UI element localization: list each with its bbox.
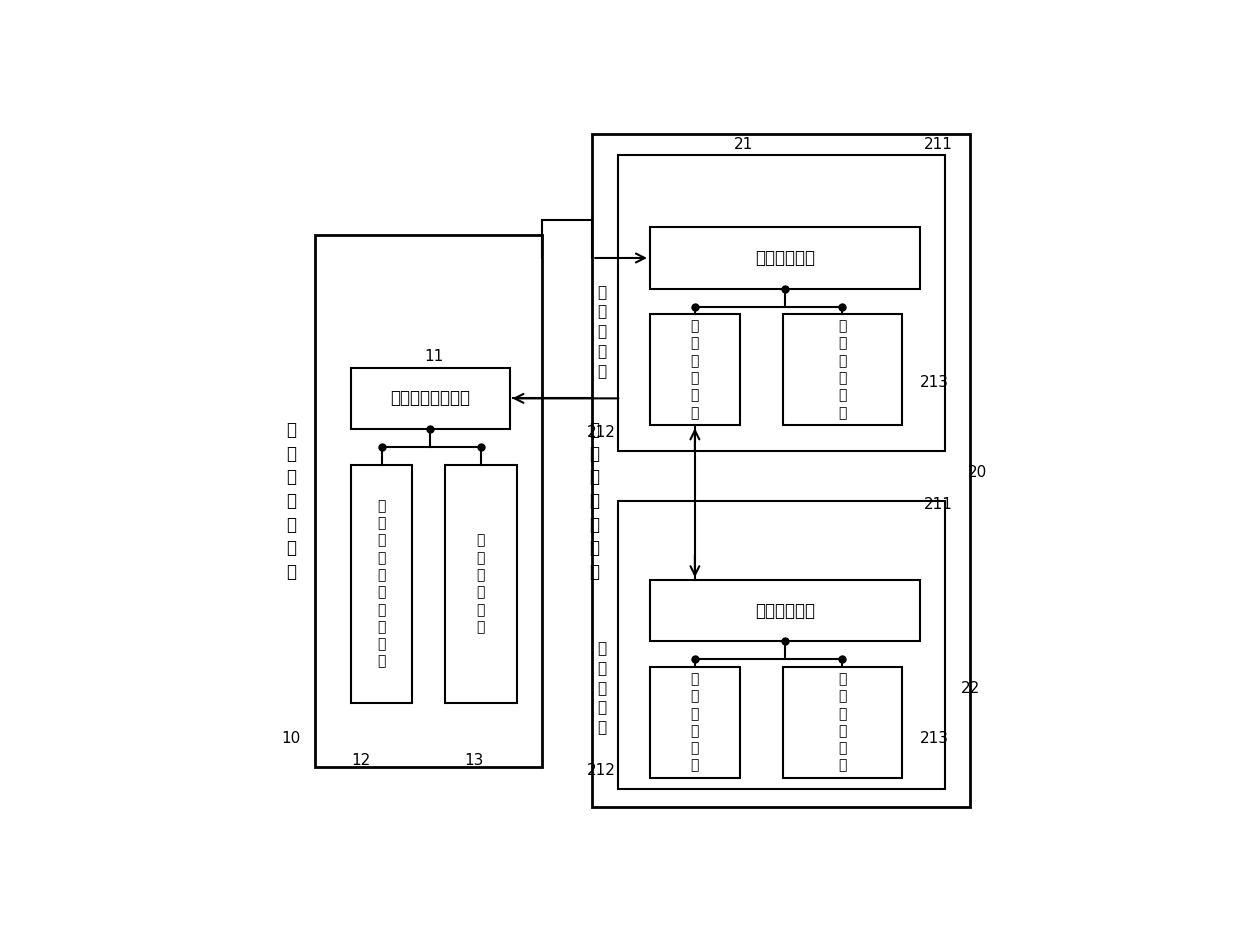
Text: 显示服务模块: 显示服务模块	[755, 602, 815, 620]
Bar	[650, 227, 920, 289]
Text: 212: 212	[588, 764, 616, 779]
Text: 211: 211	[924, 137, 952, 152]
Text: 控
制
显
示
单
元
切
换
模
块: 控 制 显 示 单 元 切 换 模 块	[377, 499, 386, 669]
Text: 控
制
服
务
模
块: 控 制 服 务 模 块	[691, 672, 699, 772]
Text: 信
息
收
集
模
块: 信 息 收 集 模 块	[476, 534, 485, 634]
Text: 213: 213	[920, 375, 949, 390]
Text: 信
息
服
务
模
块: 信 息 服 务 模 块	[838, 672, 847, 772]
Text: 13: 13	[464, 753, 484, 768]
Text: 显示服务模块: 显示服务模块	[755, 249, 815, 267]
Bar	[351, 367, 510, 429]
Bar	[618, 155, 945, 451]
Text: 11: 11	[424, 350, 444, 365]
Bar	[445, 465, 517, 702]
Text: 20: 20	[968, 465, 987, 480]
Bar	[650, 667, 740, 778]
Text: 控
制
服
务
模
块: 控 制 服 务 模 块	[691, 320, 699, 420]
Text: 主
显
示
单
元: 主 显 示 单 元	[598, 284, 606, 379]
Text: 21: 21	[734, 137, 753, 152]
Text: 拼
接
墙
显
示
设
备: 拼 接 墙 显 示 设 备	[589, 421, 599, 581]
Bar	[650, 580, 920, 641]
Bar	[784, 667, 901, 778]
Text: 12: 12	[351, 753, 370, 768]
Bar	[650, 314, 740, 425]
Bar	[784, 314, 901, 425]
Text: 控制显示单元模块: 控制显示单元模块	[391, 389, 470, 408]
Text: 信
息
服
务
模
块: 信 息 服 务 模 块	[838, 320, 847, 420]
Bar	[618, 501, 945, 789]
Text: 22: 22	[961, 681, 980, 696]
Text: 211: 211	[924, 497, 952, 512]
Text: 10: 10	[281, 731, 301, 746]
Text: 212: 212	[588, 425, 616, 440]
Text: 拼
接
墙
控
制
设
备: 拼 接 墙 控 制 设 备	[286, 421, 296, 581]
Bar	[351, 465, 413, 702]
Text: 213: 213	[920, 731, 949, 746]
Text: 从
显
示
单
元: 从 显 示 单 元	[598, 641, 606, 735]
Bar	[593, 134, 970, 807]
Bar	[315, 235, 542, 768]
